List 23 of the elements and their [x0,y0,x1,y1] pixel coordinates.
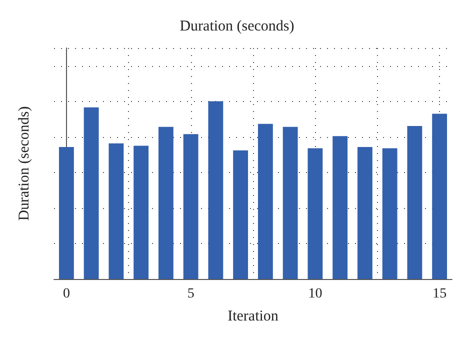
x-tick-label: 0 [62,286,70,302]
bar [308,148,323,279]
chart-title: Duration (seconds) [180,18,294,34]
bar [108,143,124,279]
bar [282,126,298,279]
bar [134,146,149,279]
bar [332,136,348,279]
bar [58,146,74,279]
bar [258,124,273,279]
bar [357,146,372,279]
x-tick-label: 5 [187,286,194,302]
bar [233,150,248,279]
x-axis-title: Iteration [228,308,279,324]
bar [158,126,174,279]
x-tick-label: 15 [432,286,447,302]
bar [208,101,224,279]
x-tick-label: 10 [308,286,322,302]
bar [407,126,422,279]
y-axis-title: Duration (seconds) [16,106,32,221]
bar [432,114,448,279]
bar [84,107,99,279]
bar [382,148,398,279]
bar [183,134,198,279]
